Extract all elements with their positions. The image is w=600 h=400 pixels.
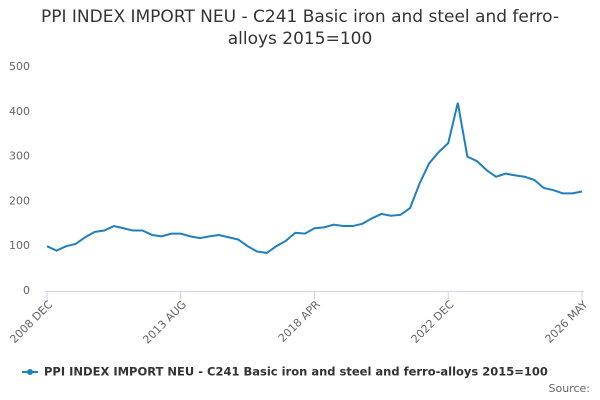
- x-tick-label: 2018 APR: [276, 298, 323, 345]
- legend-label: PPI INDEX IMPORT NEU - C241 Basic iron a…: [44, 365, 548, 379]
- source: Source:: [549, 382, 591, 395]
- series-line: [46, 102, 583, 254]
- x-tick-label: 2022 DEC: [409, 298, 457, 346]
- y-tick-label: 400: [9, 105, 30, 118]
- y-tick-label: 200: [9, 194, 30, 207]
- x-tick-label: 2013 AUG: [140, 298, 189, 347]
- x-tick-label: 2026 MAY: [543, 298, 591, 346]
- legend-marker: [27, 369, 33, 375]
- y-tick-label: 100: [9, 239, 30, 252]
- y-tick-label: 500: [9, 60, 30, 73]
- y-tick-label: 300: [9, 150, 30, 163]
- y-tick-label: 0: [23, 284, 30, 297]
- chart-title: PPI INDEX IMPORT NEU - C241 Basic iron a…: [40, 7, 560, 49]
- x-tick-label: 2008 DEC: [7, 298, 55, 346]
